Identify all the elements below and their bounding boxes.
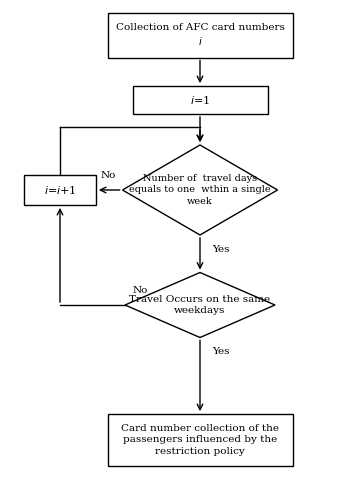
Text: No: No bbox=[133, 286, 148, 295]
Text: Number of  travel days
equals to one  wthin a single
week: Number of travel days equals to one wthi… bbox=[129, 174, 271, 206]
Bar bbox=[107, 12, 292, 58]
Text: $i$=$i$+1: $i$=$i$+1 bbox=[44, 184, 76, 196]
Text: No: No bbox=[101, 171, 116, 180]
Text: Collection of AFC card numbers
$i$: Collection of AFC card numbers $i$ bbox=[116, 23, 285, 47]
Polygon shape bbox=[122, 145, 277, 235]
Bar bbox=[24, 175, 96, 205]
Polygon shape bbox=[125, 272, 275, 338]
Text: Yes: Yes bbox=[212, 245, 230, 254]
Bar bbox=[107, 414, 292, 466]
Bar bbox=[133, 86, 268, 114]
Text: Travel Occurs on the same
weekdays: Travel Occurs on the same weekdays bbox=[130, 295, 271, 315]
Text: Yes: Yes bbox=[212, 348, 230, 356]
Text: Card number collection of the
passengers influenced by the
restriction policy: Card number collection of the passengers… bbox=[121, 424, 279, 456]
Text: $i$=1: $i$=1 bbox=[190, 94, 210, 106]
